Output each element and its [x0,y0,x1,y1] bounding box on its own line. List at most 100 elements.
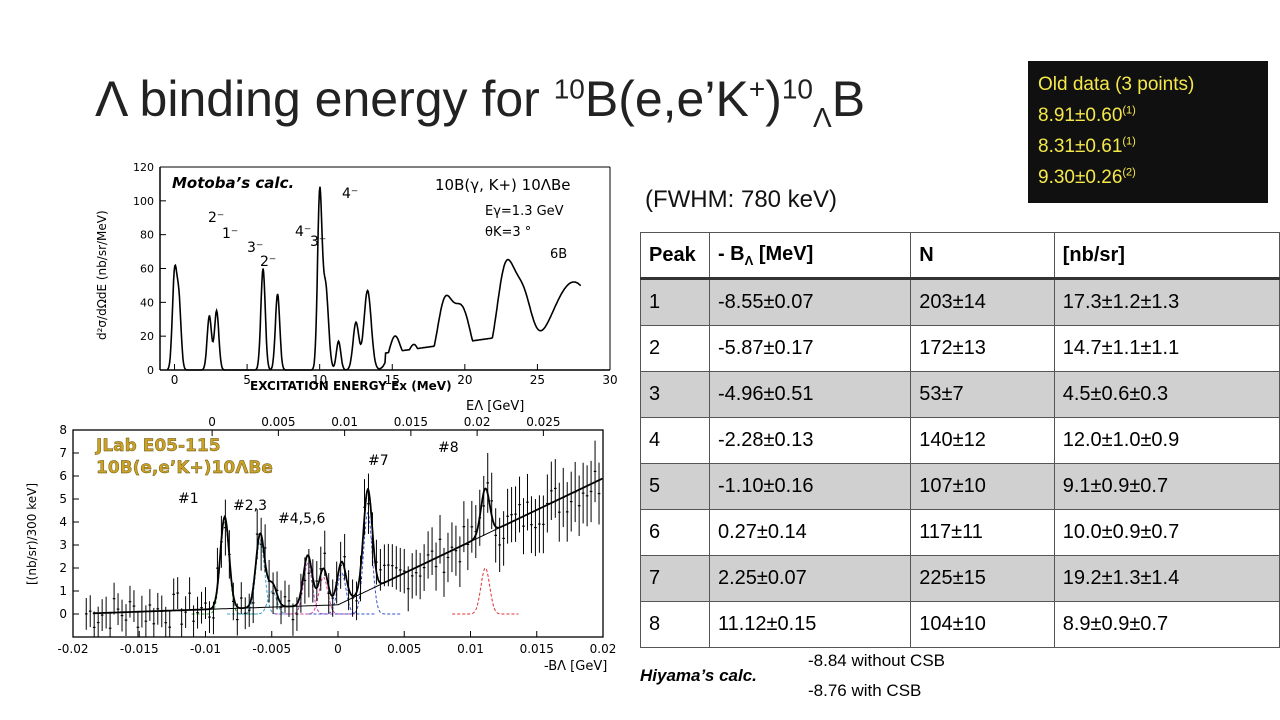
y-tick-label: 5 [59,492,67,506]
table-row: 8 11.12±0.15 104±10 8.9±0.9±0.7 [640,601,1280,648]
motoba-reaction: 10B(γ, K+) 10ΛBe [435,176,571,194]
table-cell: 7 [640,555,710,602]
x-tick-label: 15 [385,373,400,387]
fit-component [290,576,356,615]
table-cell: -1.10±0.16 [708,463,912,510]
x-tick-label: 0.01 [457,642,484,656]
motoba-ylabel: d²σ/dΩdE (nb/sr/MeV) [95,210,109,340]
table-cell: 2.25±0.07 [708,555,912,602]
motoba-param-angle: θK=3 ° [485,225,531,240]
state-label: 3⁻ [247,240,263,256]
x-tick-label: 20 [457,373,472,387]
table-row: 5 -1.10±0.16 107±10 9.1±0.9±0.7 [640,463,1280,510]
table-cell: 0.27±0.14 [708,509,912,556]
header-binding: - BΛ [MeV] [708,232,912,280]
state-label: 4⁻ [342,186,358,202]
jlab-label-2: 10B(e,e’K+)10ΛBe [96,458,273,478]
table-cell: 5 [640,463,710,510]
y-tick-label: 60 [140,263,154,276]
table-cell: 104±10 [910,601,1055,648]
motoba-calc-chart: 0 5 10 15 20 25 30 0 20 40 60 80 100 120 Motoba’s cal… [90,150,630,400]
table-cell: 53±7 [910,371,1055,418]
top-x-tick-label: 0.01 [331,415,358,429]
page-title: Λ binding energy for 10B(e,e’K+)10ΛB [95,71,866,133]
table-cell: 1 [640,278,710,326]
x-tick-label: 0.015 [520,642,554,656]
table-cell: 12.0±1.0±0.9 [1053,417,1280,464]
state-label: 2⁻ [260,254,276,270]
table-cell: 107±10 [910,463,1055,510]
header-peak: Peak [640,232,710,280]
y-tick-label: 4 [59,515,67,529]
table-cell: 14.7±1.1±1.1 [1053,325,1280,372]
without-csb: -8.84 without CSB [808,651,946,670]
table-cell: 4 [640,417,710,464]
y-tick-label: 6 [59,469,67,483]
fit-component [308,571,375,615]
x-tick-label: -0.005 [252,642,291,656]
table-cell: 17.3±1.2±1.3 [1053,278,1280,326]
x-tick-label: 5 [243,373,251,387]
old-data-box: Old data (3 points) 8.91±0.60(1) 8.31±0.… [1028,61,1268,203]
y-tick-label: 20 [140,330,154,343]
peak-label: #2,3 [233,498,267,514]
table-cell: 140±12 [910,417,1055,464]
y-tick-label: 100 [133,195,154,208]
x-tick-label: 0.02 [590,642,617,656]
motoba-param-model: 6B [550,247,567,262]
table-cell: -5.87±0.17 [708,325,912,372]
motoba-param-energy: Eγ=1.3 GeV [485,204,564,219]
hiyama-label: Hiyama’s calc. [640,666,757,685]
y-tick-label: 2 [59,561,67,575]
table-cell: 172±13 [910,325,1055,372]
fit-component [334,511,401,615]
state-label: 4⁻ [295,224,311,240]
y-tick-label: 0 [147,364,154,377]
table-cell: 11.12±0.15 [708,601,912,648]
top-x-tick-label: 0.025 [526,415,560,429]
x-tick-label: 0 [334,642,342,656]
fit-component [239,590,306,615]
with-csb: -8.76 with CSB [808,681,922,700]
peak-label: #8 [438,440,459,456]
y-tick-label: 7 [59,446,67,460]
table-cell: 8 [640,601,710,648]
x-tick-label: 25 [530,373,545,387]
peak-table: Peak - BΛ [MeV] N [nb/sr] 1 -8.55±0.07 203… [640,232,1280,648]
old-data-item: 8.91±0.60(1) [1038,104,1136,126]
y-tick-label: 3 [59,538,67,552]
table-cell: 3 [640,371,710,418]
fit-component [274,562,341,615]
table-row: 2 -5.87±0.17 172±13 14.7±1.1±1.1 [640,325,1280,372]
x-tick-label: 10 [312,373,327,387]
table-row: 1 -8.55±0.07 203±14 17.3±1.2±1.3 [640,278,1280,326]
table-cell: 225±15 [910,555,1055,602]
table-cell: 8.9±0.9±0.7 [1053,601,1280,648]
y-tick-label: 1 [59,584,67,598]
x-tick-label: 30 [602,373,617,387]
table-cell: -4.96±0.51 [708,371,912,418]
table-body: 1 -8.55±0.07 203±14 17.3±1.2±1.3 2 -5.87±0.17… [640,278,1280,648]
x-tick-label: 0.005 [387,642,421,656]
x-tick-label: 0 [171,373,179,387]
table-row: 6 0.27±0.14 117±11 10.0±0.9±0.7 [640,509,1280,556]
jlab-top-xlabel: EΛ [GeV] [466,399,524,414]
y-tick-label: 40 [140,296,154,309]
y-tick-label: 120 [133,161,154,174]
jlab-label-1: JLab E05-115 [95,436,221,456]
peak-label: #1 [178,491,199,507]
y-tick-label: 0 [59,607,67,621]
state-label: 1⁻ [222,226,238,242]
table-cell: 10.0±0.9±0.7 [1053,509,1280,556]
jlab-ylabel: [(nb/sr)/300 keV] [25,483,39,585]
table-cell: 19.2±1.3±1.4 [1053,555,1280,602]
table-row: 4 -2.28±0.13 140±12 12.0±1.0±0.9 [640,417,1280,464]
header-xsec: [nb/sr] [1053,232,1280,280]
top-x-tick-label: 0.02 [464,415,491,429]
table-cell: 2 [640,325,710,372]
header-n: N [910,232,1055,280]
old-data-item: 8.31±0.61(1) [1038,135,1136,157]
table-cell: 9.1±0.9±0.7 [1053,463,1280,510]
fit-component [191,521,258,615]
peak-label: #4,5,6 [278,511,325,527]
